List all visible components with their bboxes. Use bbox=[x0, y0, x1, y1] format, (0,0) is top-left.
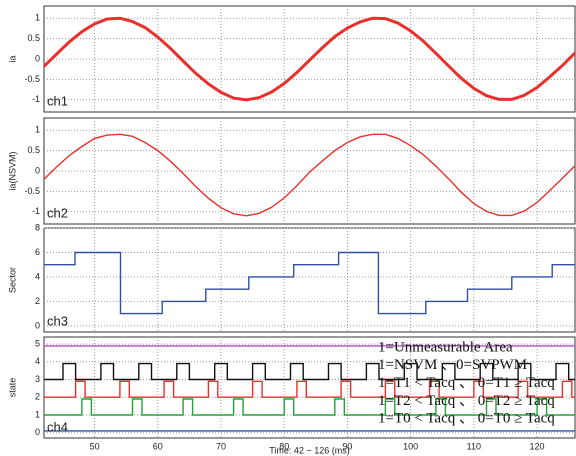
x-axis-label: Time: 42 ~ 126 (ms) bbox=[269, 445, 349, 455]
x-tick-label: 100 bbox=[403, 441, 418, 451]
y-tick-label: 0 bbox=[35, 320, 40, 330]
annotation: 1=Unmeasurable Area bbox=[378, 339, 513, 355]
channel-label: ch2 bbox=[47, 205, 68, 220]
y-tick-label: -0.5 bbox=[24, 186, 40, 196]
series-line bbox=[44, 362, 575, 381]
y-tick-label: -0.5 bbox=[24, 74, 40, 84]
plot-frame bbox=[43, 117, 576, 225]
y-tick-label: 3 bbox=[35, 374, 40, 384]
x-tick-label: 110 bbox=[467, 441, 481, 451]
channel-label: ch3 bbox=[47, 313, 68, 328]
plot-frame bbox=[43, 336, 576, 439]
channel-label: ch4 bbox=[47, 419, 68, 434]
y-tick-label: 8 bbox=[35, 222, 40, 232]
plot-frame bbox=[43, 227, 576, 333]
y-tick-label: 1 bbox=[35, 409, 40, 419]
y-tick-label: 1 bbox=[35, 13, 40, 23]
y-tick-label: 2 bbox=[35, 392, 40, 402]
y-tick-label: 4 bbox=[35, 271, 40, 281]
y-tick-label: 0.5 bbox=[27, 145, 40, 155]
annotation: 1=NSVM 、0=SVPWM bbox=[378, 357, 527, 373]
y-tick-label: 2 bbox=[35, 296, 40, 306]
series-line bbox=[43, 133, 576, 217]
y-axis-label: ia(NSVM) bbox=[7, 151, 17, 190]
y-axis-label: state bbox=[7, 378, 17, 398]
y-tick-label: 6 bbox=[35, 247, 40, 257]
series-line bbox=[44, 251, 575, 315]
series-line bbox=[44, 380, 575, 398]
series-line bbox=[42, 16, 576, 102]
y-tick-label: 1 bbox=[35, 125, 40, 135]
y-tick-label: 0 bbox=[35, 165, 40, 175]
annotation: 1=T2 < Tacq 、 0=T2 ≥ Tacq bbox=[378, 393, 555, 409]
annotation: 1=T1 < Tacq 、 0=T1 ≥ Tacq bbox=[378, 375, 555, 391]
x-tick-label: 80 bbox=[279, 441, 289, 451]
x-tick-label: 50 bbox=[90, 441, 100, 451]
x-tick-label: 120 bbox=[530, 441, 545, 451]
channel-label: ch1 bbox=[47, 93, 68, 108]
y-axis-label: Sector bbox=[7, 267, 17, 293]
y-tick-label: 0 bbox=[35, 427, 40, 437]
x-tick-label: 90 bbox=[342, 441, 352, 451]
y-axis-label: ia bbox=[7, 55, 17, 62]
y-tick-label: 5 bbox=[35, 338, 40, 348]
x-tick-label: 70 bbox=[216, 441, 226, 451]
y-tick-label: 0 bbox=[35, 53, 40, 63]
y-tick-label: 0.5 bbox=[27, 33, 40, 43]
annotation: 1=T0 < Tacq 、 0=T0 ≥ Tacq bbox=[378, 411, 555, 427]
y-tick-label: -1 bbox=[32, 206, 40, 216]
y-tick-label: -1 bbox=[32, 94, 40, 104]
y-tick-label: 4 bbox=[35, 356, 40, 366]
x-tick-label: 60 bbox=[153, 441, 163, 451]
series-line bbox=[44, 398, 575, 416]
